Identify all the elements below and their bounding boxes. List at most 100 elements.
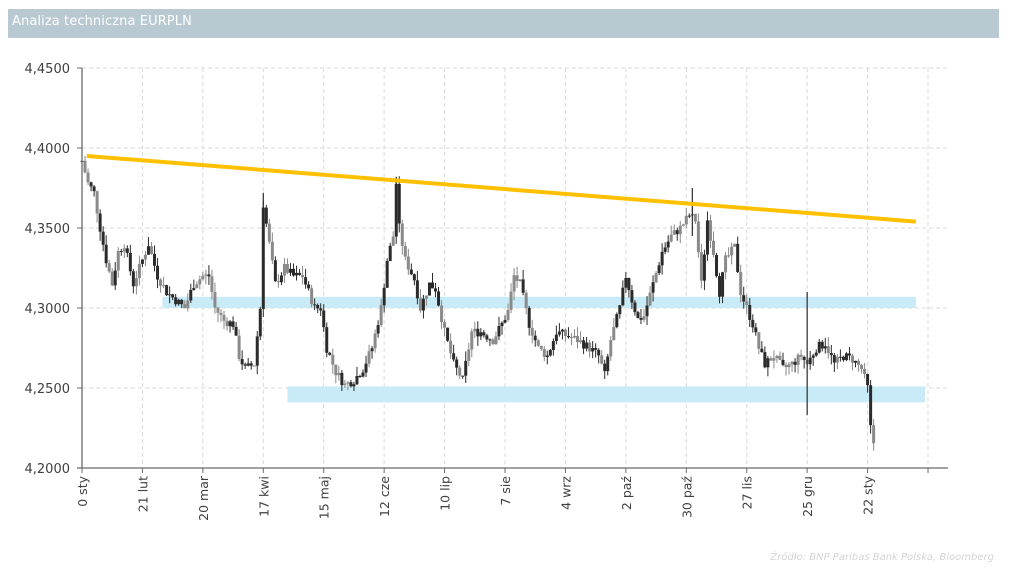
candle-body xyxy=(391,236,395,246)
candle-body xyxy=(159,279,163,286)
candle-body xyxy=(210,276,214,293)
candle-body xyxy=(696,221,700,253)
candle-body xyxy=(811,355,815,358)
candle-body xyxy=(554,334,558,341)
candle-body xyxy=(343,383,347,386)
y-tick-label: 4,3000 xyxy=(25,302,71,317)
candle-body xyxy=(282,263,286,276)
candle-body xyxy=(409,269,413,275)
candle-body xyxy=(733,243,737,247)
candle-body xyxy=(482,332,486,336)
candle-body xyxy=(757,332,761,349)
candle-body xyxy=(727,255,731,257)
candle-body xyxy=(844,353,848,361)
candle-body xyxy=(316,304,320,309)
candle-body xyxy=(521,279,525,293)
candle-body xyxy=(213,292,217,308)
candle-body xyxy=(352,384,356,387)
candle-body xyxy=(866,373,870,386)
candle-body xyxy=(165,285,169,296)
candle-body xyxy=(131,271,135,287)
candle-body xyxy=(234,326,238,336)
candle-body xyxy=(681,224,685,226)
y-tick-label: 4,4000 xyxy=(25,142,71,157)
candle-body xyxy=(116,251,120,271)
candle-body xyxy=(458,367,462,376)
candle-body xyxy=(850,355,854,363)
candle-body xyxy=(204,274,208,276)
candle-body xyxy=(860,364,864,369)
candle-body xyxy=(180,299,184,305)
candle-body xyxy=(530,327,534,336)
candle-body xyxy=(400,223,404,246)
candle-body xyxy=(715,254,719,277)
candle-body xyxy=(156,265,160,280)
candle-body xyxy=(651,282,655,293)
x-tick-label: 10 lip xyxy=(438,476,453,511)
candle-body xyxy=(633,302,637,313)
price-band xyxy=(287,386,925,403)
candle-body xyxy=(814,352,818,356)
candle-body xyxy=(370,348,374,352)
candle-body xyxy=(92,186,96,192)
candle-body xyxy=(751,319,755,328)
candle-body xyxy=(557,331,561,335)
candle-body xyxy=(295,272,299,276)
candle-body xyxy=(319,308,323,311)
candle-body xyxy=(171,294,175,298)
candle-body xyxy=(388,245,392,261)
candle-body xyxy=(615,314,619,328)
candle-body xyxy=(418,298,422,311)
candle-body xyxy=(415,280,419,299)
candle-body xyxy=(699,252,703,281)
candle-body xyxy=(642,316,646,320)
x-tick-label: 7 sie xyxy=(498,476,513,506)
candle-body xyxy=(524,292,528,308)
candle-body xyxy=(636,312,640,319)
candle-body xyxy=(548,349,552,356)
candle-body xyxy=(285,263,289,273)
candle-body xyxy=(89,182,93,187)
candle-body xyxy=(128,252,132,272)
candle-body xyxy=(678,225,682,235)
candle-body xyxy=(307,284,311,289)
candle-body xyxy=(790,361,794,365)
candle-body xyxy=(736,243,740,273)
candle-body xyxy=(823,346,827,349)
candle-body xyxy=(854,360,858,363)
candle-body xyxy=(684,215,688,225)
candle-body xyxy=(503,320,507,323)
candle-body xyxy=(403,245,407,257)
candle-body xyxy=(869,385,873,426)
candle-body xyxy=(122,248,126,252)
candle-body xyxy=(702,254,706,281)
candle-body xyxy=(711,240,715,255)
candle-body xyxy=(189,289,193,301)
candle-body xyxy=(817,341,821,353)
candle-body xyxy=(140,259,144,264)
candle-body xyxy=(832,355,836,363)
candle-body xyxy=(119,251,123,253)
candle-body xyxy=(512,275,516,292)
candle-body xyxy=(153,253,157,266)
candle-body xyxy=(657,265,661,274)
candle-body xyxy=(569,337,573,339)
candle-body xyxy=(273,260,277,282)
candle-body xyxy=(576,335,580,343)
candle-body xyxy=(385,260,389,288)
candle-body xyxy=(267,223,271,242)
candle-body xyxy=(252,365,256,367)
x-tick-label: 27 lis xyxy=(740,476,755,509)
candle-body xyxy=(597,349,601,356)
candle-body xyxy=(361,372,365,377)
candle-body xyxy=(364,363,368,373)
candle-body xyxy=(748,305,752,320)
candle-body xyxy=(104,244,108,264)
candle-body xyxy=(228,321,232,327)
candle-body xyxy=(246,363,250,366)
candle-body xyxy=(775,355,779,359)
candle-body xyxy=(137,263,141,279)
candle-body xyxy=(174,297,178,305)
candle-body xyxy=(434,288,438,292)
candle-body xyxy=(769,358,773,361)
